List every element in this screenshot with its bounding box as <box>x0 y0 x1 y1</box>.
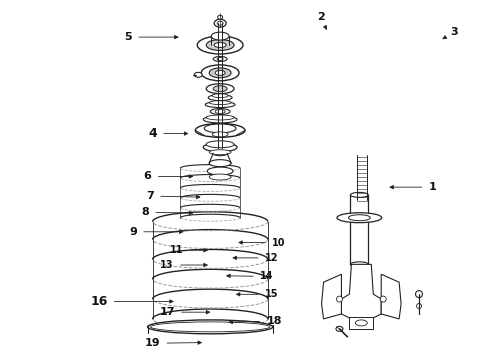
Polygon shape <box>321 274 342 319</box>
Ellipse shape <box>204 124 236 133</box>
Ellipse shape <box>150 322 270 332</box>
Ellipse shape <box>217 21 223 25</box>
Ellipse shape <box>203 116 237 123</box>
Ellipse shape <box>213 86 227 92</box>
Ellipse shape <box>210 109 230 114</box>
Ellipse shape <box>213 151 227 156</box>
Ellipse shape <box>213 57 227 62</box>
Text: 18: 18 <box>229 316 282 326</box>
Polygon shape <box>381 274 401 319</box>
Ellipse shape <box>206 40 234 50</box>
Ellipse shape <box>380 296 386 302</box>
Ellipse shape <box>209 68 231 78</box>
Ellipse shape <box>209 150 231 155</box>
Ellipse shape <box>217 58 223 60</box>
Polygon shape <box>342 264 381 319</box>
Ellipse shape <box>206 84 234 94</box>
Ellipse shape <box>209 159 231 167</box>
Ellipse shape <box>196 123 245 137</box>
Text: 6: 6 <box>144 171 193 181</box>
Ellipse shape <box>218 15 222 19</box>
Text: 10: 10 <box>239 238 286 248</box>
Text: 17: 17 <box>159 307 210 317</box>
Ellipse shape <box>215 109 225 113</box>
Ellipse shape <box>203 143 237 152</box>
Ellipse shape <box>212 94 228 98</box>
Ellipse shape <box>206 115 234 120</box>
Ellipse shape <box>205 102 235 108</box>
Ellipse shape <box>348 215 370 221</box>
Ellipse shape <box>336 327 343 331</box>
Text: 16: 16 <box>90 295 173 308</box>
Text: 9: 9 <box>129 227 183 237</box>
Ellipse shape <box>350 192 368 197</box>
Text: 3: 3 <box>443 27 458 39</box>
Text: 4: 4 <box>148 127 188 140</box>
Ellipse shape <box>211 32 229 40</box>
Ellipse shape <box>214 42 226 48</box>
Ellipse shape <box>208 95 232 100</box>
Bar <box>350 195 368 264</box>
Text: 13: 13 <box>160 260 207 270</box>
Ellipse shape <box>416 303 421 309</box>
Ellipse shape <box>209 174 231 180</box>
Ellipse shape <box>337 296 343 302</box>
Text: 1: 1 <box>390 182 437 192</box>
Ellipse shape <box>212 132 228 137</box>
Text: 2: 2 <box>317 13 326 29</box>
Ellipse shape <box>197 36 243 54</box>
Text: 15: 15 <box>237 289 278 299</box>
Ellipse shape <box>350 262 368 267</box>
Text: 14: 14 <box>227 271 274 282</box>
Ellipse shape <box>201 65 239 81</box>
Text: 12: 12 <box>233 253 278 263</box>
Bar <box>349 317 373 329</box>
Ellipse shape <box>215 70 225 75</box>
Text: 19: 19 <box>145 338 201 348</box>
Ellipse shape <box>147 320 273 334</box>
Ellipse shape <box>209 100 231 105</box>
Ellipse shape <box>337 213 382 223</box>
Text: 8: 8 <box>141 207 193 217</box>
Ellipse shape <box>195 72 202 77</box>
Ellipse shape <box>355 320 368 326</box>
Ellipse shape <box>207 167 233 175</box>
Text: 7: 7 <box>146 191 200 201</box>
Text: 5: 5 <box>124 32 178 42</box>
Ellipse shape <box>214 19 226 27</box>
Ellipse shape <box>206 141 234 148</box>
Text: 11: 11 <box>170 245 207 255</box>
Ellipse shape <box>416 291 422 298</box>
